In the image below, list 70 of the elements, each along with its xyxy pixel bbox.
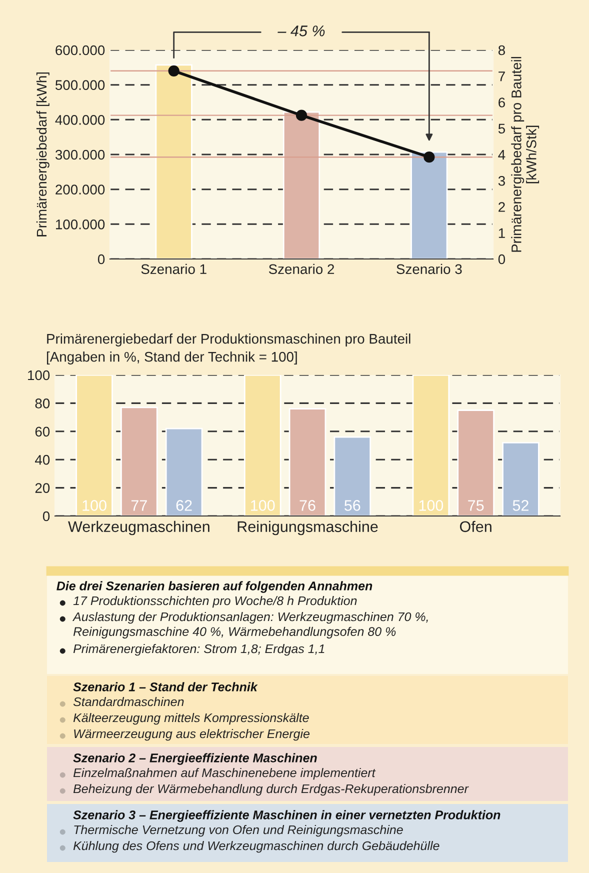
- text: Standardmaschinen: [73, 697, 184, 706]
- text: 17 Produktionsschichten pro Woche/8 h Produktion: [73, 596, 357, 608]
- text: – 45 %: [278, 26, 325, 36]
- x-tick-label: Szenario 1: [141, 264, 206, 274]
- x-tick-label: Szenario 3: [396, 264, 462, 274]
- bar: [244, 375, 282, 516]
- y-tick-label: 60: [35, 426, 50, 437]
- y2-tick-label: 8: [498, 45, 505, 56]
- y-tick-label: 500.000: [55, 80, 105, 90]
- y-tick-label: 600.000: [56, 45, 105, 56]
- data-label: 52: [512, 500, 528, 511]
- data-label: 62: [176, 500, 192, 511]
- text: Szenario 2 – Energieeffiziente Maschinen: [73, 753, 317, 765]
- y2-tick-label: 0: [498, 254, 506, 264]
- bar: [155, 64, 192, 259]
- x-tick-label: Szenario 2: [268, 264, 334, 274]
- y2-tick-label: 4: [498, 150, 506, 160]
- chart-title: Primärenergiebedarf der Produktionsmaschinen pro Bauteil: [47, 334, 410, 346]
- bar: [288, 408, 326, 516]
- y2-tick-label: 6: [498, 98, 505, 108]
- text: Szenario 3 – Energieeffiziente Maschinen in einer vernetzten Produktion: [73, 810, 500, 822]
- text: Die drei Szenarien basieren auf folgenden Annahmen: [56, 581, 372, 593]
- y-tick-label: 0: [98, 254, 105, 264]
- y-tick-label: 200.000: [56, 184, 105, 195]
- text: Szenario 1 – Stand der Technik: [73, 682, 258, 692]
- y2-tick-label: 3: [498, 176, 505, 186]
- text: Primärenergiefaktoren: Strom 1,8; Erdgas 1,1: [73, 644, 324, 656]
- text: Wärmeerzeugung aus elektrischer Energie: [74, 729, 310, 741]
- point: [424, 152, 435, 163]
- bar: [502, 442, 540, 516]
- text: Thermische Vernetzung von Ofen und Reinigungsmaschine: [74, 825, 403, 837]
- y-tick-label: 400.000: [55, 115, 105, 125]
- y-axis-title: Primärenergiebedarf [kWh]: [36, 72, 50, 236]
- y-tick-label: 20: [35, 483, 50, 493]
- data-label: 100: [419, 500, 444, 511]
- bar: [412, 375, 450, 516]
- x-tick-label: Werkzeugmaschinen: [68, 520, 210, 536]
- data-label: 56: [344, 500, 360, 511]
- y-tick-label: 100.000: [56, 220, 105, 230]
- y2-tick-label: 7: [498, 72, 505, 82]
- text: Kühlung des Ofens und Werkzeugmaschinen durch Gebäudehülle: [73, 841, 440, 853]
- bar: [457, 410, 494, 516]
- y-tick-label: 300.000: [55, 150, 105, 160]
- text: Beheizung der Wärmebehandlung durch Erdgas-Rekuperationsbrenner: [73, 784, 469, 796]
- text: Einzelmaßnahmen auf Maschinenebene implementiert: [73, 768, 376, 780]
- bar: [410, 151, 448, 259]
- bar: [76, 375, 113, 516]
- x-tick-label: Reinigungsmaschine: [238, 520, 378, 536]
- y-tick-label: 80: [35, 398, 50, 408]
- chart-subtitle: [Angaben in %, Stand der Technik = 100]: [46, 352, 297, 364]
- x-tick-label: Ofen: [460, 520, 492, 532]
- bar: [334, 436, 372, 516]
- y-tick-label: 100: [28, 370, 50, 380]
- bar: [120, 406, 158, 516]
- bar: [165, 428, 203, 516]
- data-label: 100: [251, 500, 275, 511]
- y-tick-label: 0: [42, 511, 50, 522]
- y2-tick-label: 1: [498, 228, 505, 238]
- data-label: 76: [300, 500, 316, 511]
- point: [168, 65, 180, 76]
- y2-axis-title: Primärenergiebedarf pro Bauteil [kWh/Stk]: [511, 56, 540, 252]
- point: [296, 110, 308, 121]
- data-label: 77: [131, 500, 147, 511]
- y-tick-label: 40: [35, 454, 50, 465]
- text: Kälteerzeugung mittels Kompressionskälte: [73, 713, 309, 725]
- data-label: 75: [468, 500, 484, 511]
- y2-tick-label: 5: [498, 124, 506, 134]
- bar: [282, 111, 320, 259]
- y2-tick-label: 2: [498, 202, 505, 212]
- text: Auslastung der Produktionsanlagen: Werkzeugmaschinen 70 %, Reinigungsmaschine 40 %, Wärmebehandlungsofen 80 %: [72, 612, 428, 638]
